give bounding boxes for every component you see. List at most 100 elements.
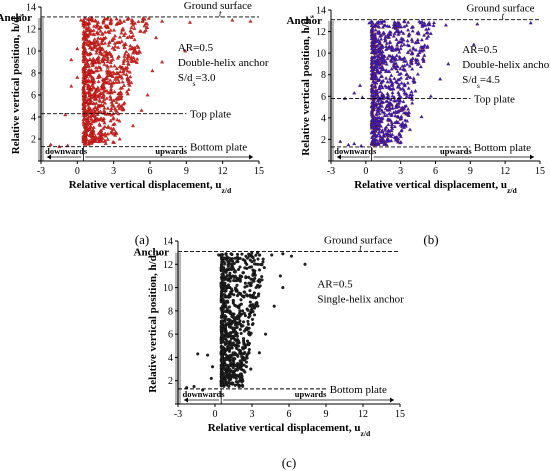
data-point (389, 134, 394, 138)
y-tick-label: 12 (26, 25, 36, 36)
data-point (98, 109, 103, 113)
data-point (101, 118, 106, 123)
data-point (404, 72, 409, 76)
data-point (244, 365, 248, 369)
data-point (400, 64, 405, 68)
data-point (103, 139, 108, 143)
data-point (397, 72, 402, 76)
downwards-arrowhead (184, 397, 188, 403)
data-point (126, 54, 131, 59)
data-point (245, 256, 249, 260)
data-points (185, 251, 307, 392)
data-point (95, 38, 100, 43)
data-point (126, 81, 131, 86)
data-point (410, 39, 415, 43)
data-point (374, 74, 379, 78)
data-point (378, 124, 383, 128)
data-point (377, 39, 382, 44)
data-point (390, 93, 395, 98)
x-axis-label: Relative vertical displacement, uz/d (208, 422, 371, 438)
data-point (385, 133, 390, 137)
data-point (402, 125, 407, 130)
data-point (229, 353, 233, 357)
data-point (395, 85, 400, 89)
data-point (110, 116, 115, 121)
y-tick-label: 2 (168, 376, 173, 387)
data-point (219, 365, 223, 369)
data-point (88, 79, 93, 84)
data-point (113, 44, 118, 48)
data-point (229, 252, 233, 256)
data-point (82, 83, 87, 87)
data-point (228, 339, 232, 343)
x-tick-label: 6 (433, 166, 438, 177)
data-point (410, 28, 415, 33)
data-point (387, 86, 392, 90)
data-point (99, 25, 104, 29)
data-point (384, 99, 389, 103)
data-point (219, 296, 223, 300)
data-point (122, 19, 126, 23)
data-point (379, 74, 384, 78)
data-point (235, 278, 240, 283)
data-point (379, 83, 384, 88)
data-point (379, 65, 384, 70)
data-point (392, 76, 397, 80)
data-point (384, 41, 389, 45)
data-point (230, 336, 234, 340)
data-point (241, 309, 245, 313)
y-tick-label: 2 (31, 135, 36, 146)
data-point (392, 124, 397, 129)
data-point (233, 338, 237, 342)
data-point (120, 79, 125, 84)
data-point (392, 31, 397, 36)
data-point (391, 34, 396, 38)
data-point (228, 381, 232, 385)
data-point (123, 51, 128, 56)
data-point (133, 48, 138, 53)
x-tick-label: 12 (358, 409, 368, 420)
data-point (48, 142, 53, 146)
data-point (247, 281, 251, 285)
data-point (372, 132, 377, 136)
data-point (101, 84, 106, 88)
data-point (99, 91, 104, 95)
x-tick-label: 9 (324, 409, 329, 420)
data-point (406, 27, 410, 32)
data-point (385, 137, 390, 141)
data-point (250, 251, 254, 255)
data-point (281, 286, 285, 290)
data-point (101, 36, 106, 40)
data-point (346, 142, 351, 147)
data-point (251, 273, 255, 277)
data-point (86, 16, 91, 21)
data-point (192, 384, 196, 389)
data-point (377, 86, 382, 90)
data-point (375, 43, 380, 48)
data-point (91, 59, 96, 64)
data-point (121, 61, 126, 66)
data-point (383, 34, 388, 38)
data-point (236, 344, 241, 348)
data-point (380, 130, 385, 134)
data-point (90, 86, 95, 90)
data-point (369, 141, 374, 146)
data-point (242, 342, 246, 346)
data-point (241, 320, 246, 324)
data-point (248, 314, 252, 318)
data-point (122, 83, 126, 87)
data-point (97, 122, 102, 126)
data-point (220, 324, 224, 328)
data-point (106, 43, 111, 47)
data-point (278, 274, 282, 278)
data-point (369, 68, 374, 72)
data-point (406, 50, 410, 54)
data-point (100, 41, 105, 46)
data-point (90, 76, 95, 80)
data-point (249, 281, 254, 285)
data-point (226, 345, 230, 349)
data-point (92, 24, 96, 28)
data-point (399, 24, 404, 29)
data-point (401, 31, 406, 35)
data-point (91, 107, 96, 111)
